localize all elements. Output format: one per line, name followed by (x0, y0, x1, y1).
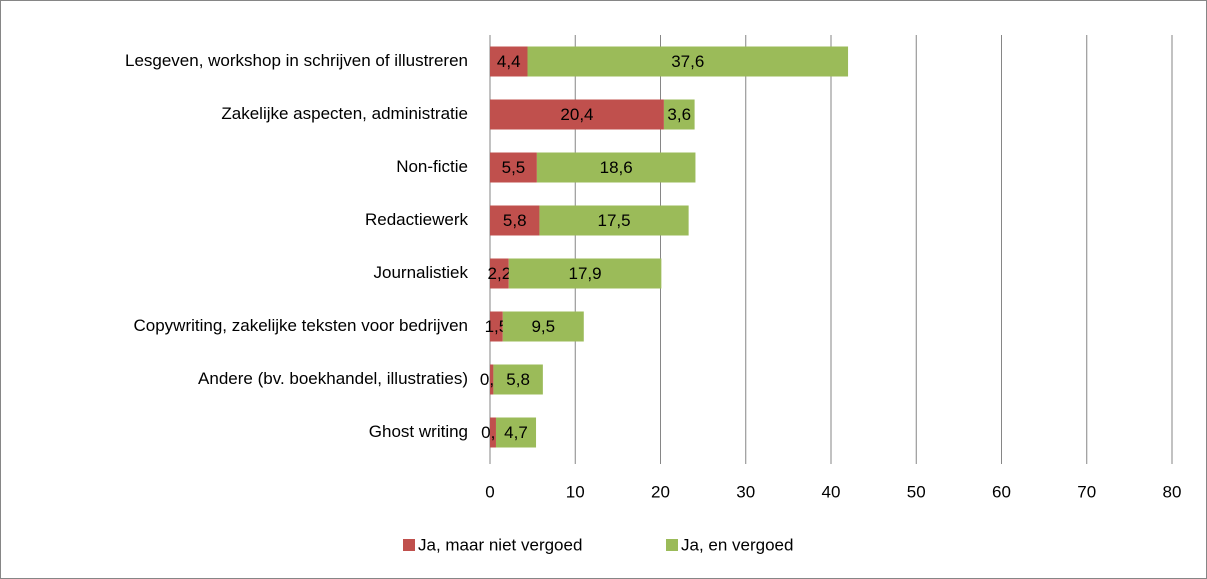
category-label: Lesgeven, workshop in schrijven of illus… (125, 51, 468, 70)
bar-segment (539, 205, 689, 236)
bar-segment (502, 311, 584, 342)
data-label: 5,8 (503, 211, 527, 230)
x-tick-label: 70 (1077, 482, 1096, 501)
data-label: 9,5 (531, 317, 555, 336)
category-label: Non-fictie (396, 157, 468, 176)
bar-segment (490, 46, 528, 77)
x-tick-label: 30 (736, 482, 755, 501)
bar-segment (490, 417, 496, 448)
legend-label: Ja, en vergoed (681, 535, 793, 554)
data-label: 4,7 (504, 423, 528, 442)
data-label: 5,5 (502, 158, 526, 177)
bar-segment (490, 258, 509, 289)
data-label: 18,6 (600, 158, 633, 177)
category-label: Andere (bv. boekhandel, illustraties) (198, 369, 468, 388)
bar-segment (490, 152, 537, 183)
bar-segment (493, 364, 543, 395)
bar-segment (490, 205, 540, 236)
bar-segment (490, 311, 503, 342)
data-label: 17,9 (569, 264, 602, 283)
data-label: 37,6 (671, 52, 704, 71)
legend-swatch (403, 539, 415, 551)
x-tick-label: 50 (907, 482, 926, 501)
x-tick-label: 60 (992, 482, 1011, 501)
legend-label: Ja, maar niet vergoed (418, 535, 582, 554)
x-tick-label: 80 (1163, 482, 1182, 501)
category-label: Zakelijke aspecten, administratie (221, 104, 468, 123)
data-label: 20,4 (560, 105, 593, 124)
data-label: 2,2 (488, 264, 512, 283)
bar-segment (536, 152, 696, 183)
category-label: Ghost writing (369, 422, 468, 441)
x-tick-label: 40 (822, 482, 841, 501)
x-tick-label: 20 (651, 482, 670, 501)
data-label: 4,4 (497, 52, 521, 71)
data-label: 5,8 (506, 370, 530, 389)
legend-swatch (666, 539, 678, 551)
x-tick-label: 0 (485, 482, 494, 501)
bar-segment (527, 46, 849, 77)
category-label: Redactiewerk (365, 210, 468, 229)
x-tick-label: 10 (566, 482, 585, 501)
bar-segment (490, 99, 664, 130)
data-label: 1,5 (485, 317, 509, 336)
category-label: Journalistiek (374, 263, 469, 282)
bar-segment (490, 364, 494, 395)
data-label: 17,5 (597, 211, 630, 230)
category-label: Copywriting, zakelijke teksten voor bedr… (134, 316, 469, 335)
bar-segment (663, 99, 695, 130)
data-label: 3,6 (667, 105, 691, 124)
bar-segment (508, 258, 662, 289)
bar-segment (495, 417, 537, 448)
